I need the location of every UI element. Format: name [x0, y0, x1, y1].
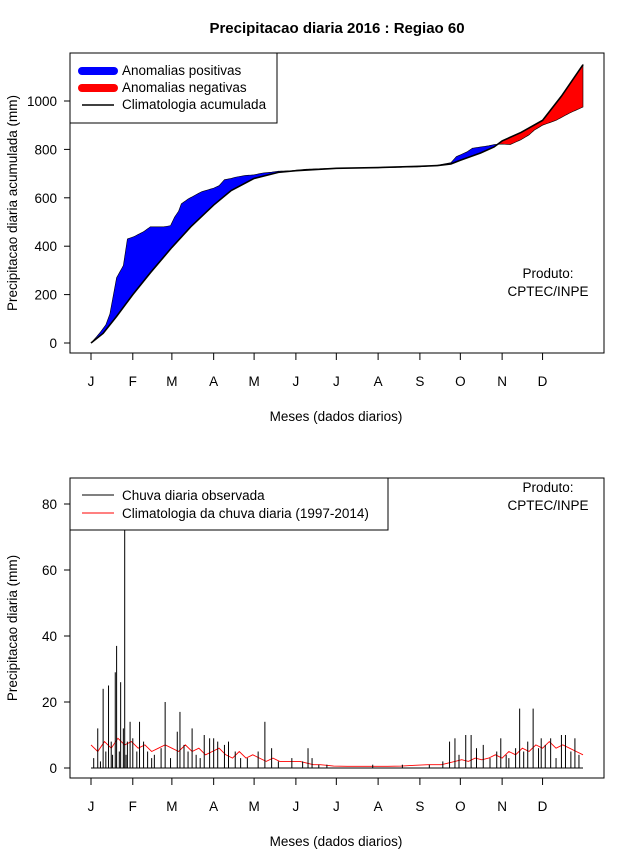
y-tick-label-bottom: 0: [49, 761, 57, 776]
legend-bottom: Chuva diaria observada Climatologia da c…: [69, 477, 389, 531]
product-note-line1-top: Produto:: [522, 266, 573, 281]
x-tick-label-bottom: F: [129, 799, 137, 814]
legend-top: Anomalias positivas Anomalias negativas …: [69, 52, 278, 124]
x-tick-label-top: M: [248, 374, 259, 389]
chart-top: Precipitacao diaria 2016 : Regiao 60 0 20…: [5, 20, 605, 424]
x-tick-label-bottom: J: [88, 799, 95, 814]
x-tick-label-bottom: D: [538, 799, 548, 814]
daily-climatology-line: [90, 737, 584, 767]
x-tick-label-top: A: [209, 374, 218, 389]
legend-label-climatology-daily: Climatologia da chuva diaria (1997-2014): [122, 506, 369, 521]
y-tick-label-top: 1000: [27, 94, 57, 109]
x-tick-label-bottom: N: [497, 799, 507, 814]
y-tick-label-bottom: 60: [42, 563, 57, 578]
x-tick-label-top: A: [374, 374, 383, 389]
x-tick-label-bottom: S: [415, 799, 424, 814]
legend-label-climatology: Climatologia acumulada: [122, 97, 267, 112]
x-tick-label-bottom: M: [248, 799, 259, 814]
legend-box-bottom: [69, 477, 389, 531]
legend-label-positive: Anomalias positivas: [122, 63, 242, 78]
y-tick-label-bottom: 20: [42, 695, 57, 710]
chart-bottom: 0 20 40 60 80 J F M A M J J A S O N D Meses (dados diar…: [5, 477, 605, 849]
y-tick-label-bottom: 40: [42, 629, 57, 644]
x-tick-label-top: J: [88, 374, 95, 389]
y-tick-label-bottom: 80: [42, 497, 57, 512]
x-tick-label-bottom: O: [455, 799, 466, 814]
x-tick-label-top: S: [415, 374, 424, 389]
x-tick-label-top: F: [129, 374, 137, 389]
product-note-line1-bottom: Produto:: [522, 480, 573, 495]
y-tick-label-top: 200: [34, 288, 57, 303]
x-tick-label-bottom: J: [293, 799, 300, 814]
x-axis-label-top: Meses (dados diarios): [270, 409, 403, 424]
y-axis-label-bottom: Precipitacao diaria (mm): [5, 555, 20, 701]
y-tick-label-top: 600: [34, 191, 57, 206]
x-tick-label-top: D: [538, 374, 548, 389]
climatology-cumulative-line: [90, 64, 584, 344]
positive-anomaly-area: [90, 167, 338, 344]
y-tick-label-top: 0: [49, 336, 57, 351]
legend-label-negative: Anomalias negativas: [122, 80, 247, 95]
x-tick-label-top: N: [497, 374, 507, 389]
x-tick-label-bottom: M: [166, 799, 177, 814]
product-note-line2-top: CPTEC/INPE: [507, 284, 588, 299]
y-tick-label-top: 800: [34, 142, 57, 157]
x-tick-label-bottom: J: [333, 799, 340, 814]
x-tick-label-bottom: A: [374, 799, 383, 814]
negative-anomaly-area: [497, 63, 584, 145]
x-tick-label-top: O: [455, 374, 466, 389]
y-axis-label-top: Precipitacao diaria acumulada (mm): [5, 95, 20, 311]
x-tick-label-top: J: [333, 374, 340, 389]
product-note-line2-bottom: CPTEC/INPE: [507, 498, 588, 513]
y-tick-label-top: 400: [34, 239, 57, 254]
positive-anomaly-area: [434, 143, 499, 167]
legend-label-observed: Chuva diaria observada: [122, 488, 265, 503]
x-tick-label-top: J: [293, 374, 300, 389]
chart-title: Precipitacao diaria 2016 : Regiao 60: [209, 20, 464, 37]
x-axis-label-bottom: Meses (dados diarios): [270, 834, 403, 849]
x-tick-label-bottom: A: [209, 799, 218, 814]
x-tick-label-top: M: [166, 374, 177, 389]
